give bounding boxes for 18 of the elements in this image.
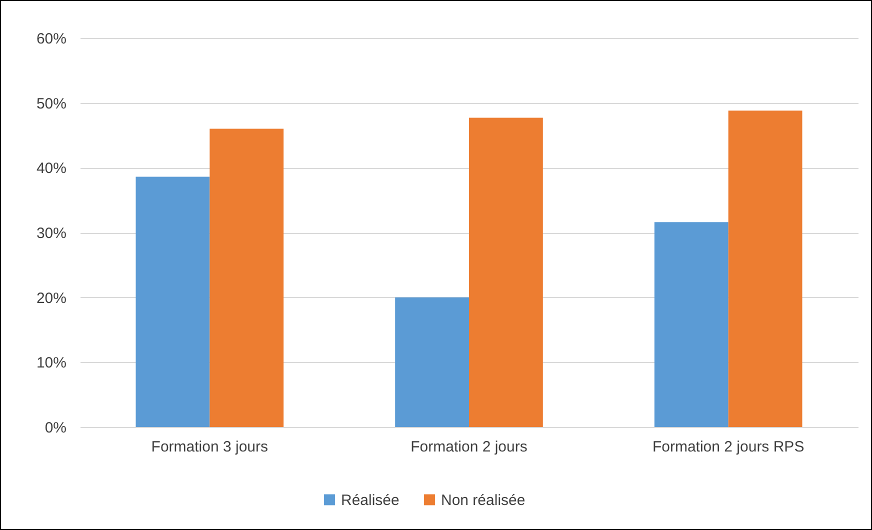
y-tick-label: 40% [36,160,66,178]
y-tick-label: 20% [36,290,66,307]
legend-label: Non réalisée [441,492,526,509]
y-tick-label: 60% [36,30,66,48]
y-tick-label: 10% [36,354,66,372]
bar [654,222,728,427]
x-tick-label: Formation 2 jours [410,438,528,456]
bar [728,110,802,427]
bar [210,128,284,427]
bar [136,176,210,427]
y-tick-label: 0% [44,420,66,436]
bar [469,118,543,427]
legend-label: Réalisée [341,492,400,509]
x-tick-label: Formation 3 jours [151,438,268,456]
x-tick-label: Formation 2 jours RPS [652,438,804,456]
y-tick-label: 30% [36,225,66,242]
bar [395,297,469,427]
y-tick-label: 50% [36,95,66,112]
